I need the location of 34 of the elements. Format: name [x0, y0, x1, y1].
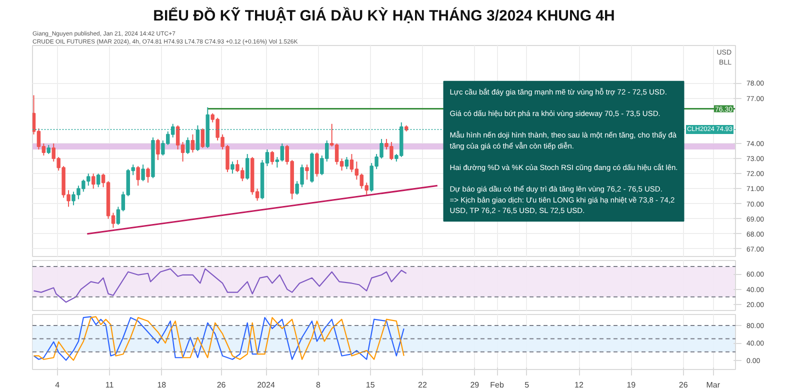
candlestick [270, 150, 274, 166]
x-tick-label: 15 [366, 380, 376, 390]
x-tick-label: 12 [574, 380, 584, 390]
chart-title: BIỂU ĐỒ KỸ THUẬT GIÁ DẦU KỲ HẠN THÁNG 3/2024 KHUNG 4H [153, 6, 615, 24]
x-tick-label: 26 [216, 380, 226, 390]
x-tick-label: 26 [678, 380, 688, 390]
x-tick-label: 2024 [257, 380, 276, 390]
candlestick [315, 152, 319, 178]
candlestick [305, 164, 309, 180]
x-tick-label: 29 [470, 380, 480, 390]
x-tick-label: 8 [316, 380, 321, 390]
candlestick [190, 134, 195, 154]
x-tick-label: 22 [418, 380, 428, 390]
candlestick [186, 136, 190, 155]
candlestick [200, 128, 205, 148]
candlestick [246, 154, 250, 180]
candlestick [46, 144, 51, 155]
candlestick [344, 156, 349, 170]
candlestick [146, 167, 150, 184]
x-tick-label: 4 [55, 380, 60, 390]
candlestick [230, 161, 234, 174]
x-tick-label: Mar [706, 380, 720, 390]
candlestick [156, 138, 160, 161]
x-tick-label: 19 [626, 380, 636, 390]
x-tick-label: 18 [157, 380, 167, 390]
line-series [33, 316, 404, 361]
x-tick-label: 11 [105, 380, 114, 390]
candlestick [96, 173, 100, 188]
x-tick-label: Feb [490, 380, 504, 390]
candlestick [136, 166, 140, 186]
line-series [33, 268, 407, 303]
x-tick-label: 5 [524, 380, 530, 390]
candlestick [91, 173, 96, 190]
candlestick [141, 164, 145, 182]
